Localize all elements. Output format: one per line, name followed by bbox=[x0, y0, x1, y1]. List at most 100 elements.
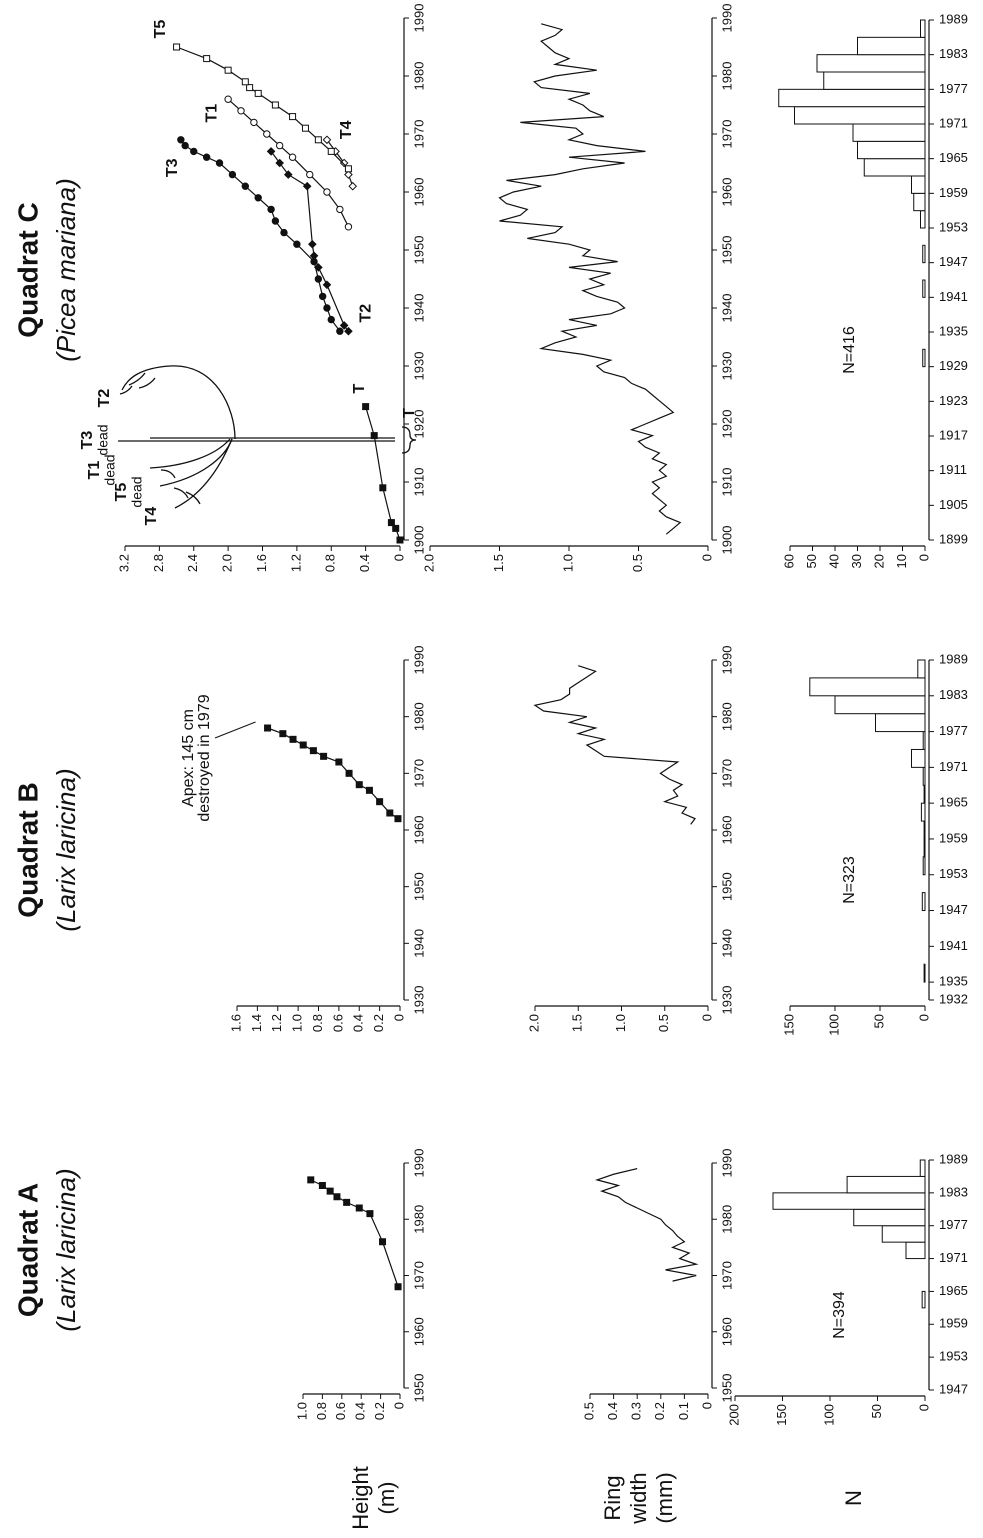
y-tick-label: 40 bbox=[826, 554, 841, 568]
point bbox=[289, 113, 297, 121]
point bbox=[339, 321, 349, 330]
x-tick-label: 1960 bbox=[411, 178, 426, 207]
y-tick-label: 0 bbox=[916, 1404, 931, 1411]
point bbox=[228, 170, 237, 179]
x-tick-label: 1932 bbox=[939, 991, 968, 1006]
point bbox=[320, 752, 328, 760]
y-tick-label: 0.6 bbox=[330, 1014, 345, 1032]
x-tick-label: 1989 bbox=[939, 651, 968, 666]
point bbox=[323, 304, 331, 312]
x-tick-label: 1970 bbox=[411, 1261, 426, 1290]
x-tick-label: 1959 bbox=[939, 185, 968, 200]
x-tick-label: 1959 bbox=[939, 830, 968, 845]
x-tick-label: 1983 bbox=[939, 687, 968, 702]
y-tick-label: 0.8 bbox=[323, 554, 338, 572]
branch bbox=[174, 438, 233, 509]
x-tick-label: 1940 bbox=[411, 929, 426, 958]
y-tick-label: 2.0 bbox=[220, 554, 235, 572]
bar bbox=[794, 106, 926, 125]
x-tick-label: 1940 bbox=[411, 294, 426, 323]
y-tick-label: 100 bbox=[826, 1014, 841, 1036]
bar bbox=[823, 71, 926, 90]
x-tick-label: 1980 bbox=[719, 62, 734, 91]
point bbox=[376, 798, 384, 806]
point bbox=[379, 484, 387, 492]
point bbox=[314, 275, 323, 283]
y-tick-label: 10 bbox=[894, 554, 909, 568]
point bbox=[293, 240, 301, 248]
bar bbox=[772, 1192, 926, 1210]
y-tick-label: 0 bbox=[916, 1014, 931, 1021]
point bbox=[309, 747, 317, 755]
point bbox=[355, 781, 363, 789]
bar bbox=[778, 88, 926, 108]
panel: 0 0.5 1.0 1.5 2.0 1930 1940 1950 1960 1970 1980 199… bbox=[526, 646, 734, 1033]
x-tick-label: 1965 bbox=[939, 795, 968, 810]
point bbox=[362, 403, 370, 411]
y-tick-label: 50 bbox=[869, 1404, 884, 1418]
x-tick-label: 1960 bbox=[719, 816, 734, 845]
twig bbox=[160, 469, 201, 505]
y-tick-label: 50 bbox=[871, 1014, 886, 1028]
bar bbox=[921, 892, 926, 912]
bar bbox=[922, 279, 926, 298]
point bbox=[318, 1182, 326, 1189]
x-tick-label: 1960 bbox=[411, 1317, 426, 1346]
bar bbox=[920, 19, 926, 38]
line bbox=[176, 46, 349, 170]
panel: 0 0.5 1.0 1.5 2.0 1900 1910 1920 1930 1940 1950 196… bbox=[421, 4, 734, 573]
point bbox=[271, 101, 279, 109]
bar bbox=[809, 677, 926, 697]
column-title: Quadrat A bbox=[12, 1183, 43, 1317]
twig bbox=[119, 372, 156, 395]
y-tick-label: 2.0 bbox=[421, 554, 436, 572]
point bbox=[283, 170, 293, 179]
series-label: T1 bbox=[203, 104, 220, 123]
x-tick-label: 1947 bbox=[939, 1381, 968, 1396]
x-tick-label: 1923 bbox=[939, 393, 968, 408]
bar bbox=[922, 348, 926, 368]
bar bbox=[857, 36, 926, 56]
x-tick-label: 1941 bbox=[939, 289, 968, 304]
bar bbox=[922, 731, 926, 750]
x-tick-label: 1971 bbox=[939, 115, 968, 130]
series-label: T5 bbox=[152, 20, 169, 39]
point bbox=[237, 107, 245, 115]
point bbox=[241, 78, 249, 86]
x-tick-label: 1965 bbox=[939, 150, 968, 165]
y-tick-label: 1.5 bbox=[570, 1014, 585, 1032]
x-tick-label: 1953 bbox=[939, 866, 968, 881]
point bbox=[288, 153, 297, 161]
x-tick-label: 1940 bbox=[719, 294, 734, 323]
point bbox=[190, 147, 198, 156]
point bbox=[327, 315, 335, 324]
point bbox=[254, 89, 262, 97]
bar bbox=[923, 820, 926, 840]
y-tick-label: 0.1 bbox=[676, 1402, 691, 1420]
x-tick-label: 1965 bbox=[939, 1283, 968, 1298]
point bbox=[344, 326, 353, 336]
x-tick-label: 1960 bbox=[719, 178, 734, 207]
bar bbox=[853, 1208, 926, 1227]
point bbox=[279, 730, 287, 738]
x-tick-label: 1950 bbox=[411, 1374, 426, 1403]
y-tick-label: 60 bbox=[781, 554, 796, 568]
point bbox=[271, 217, 280, 225]
branch bbox=[121, 365, 236, 440]
point bbox=[275, 141, 284, 150]
point bbox=[263, 130, 271, 138]
x-tick-label: 1950 bbox=[719, 872, 734, 901]
y-tick-label: 1.2 bbox=[288, 554, 303, 572]
x-tick-label: 1940 bbox=[719, 929, 734, 958]
annotation: N=416 bbox=[841, 326, 858, 374]
bar bbox=[917, 659, 926, 679]
point bbox=[280, 228, 288, 237]
point bbox=[267, 205, 275, 214]
point bbox=[386, 809, 394, 817]
y-tick-label: 1.6 bbox=[254, 554, 269, 572]
row-label: width bbox=[626, 1472, 651, 1524]
point bbox=[246, 84, 254, 92]
y-tick-label: 0.8 bbox=[310, 1014, 325, 1032]
point bbox=[299, 741, 307, 749]
branch bbox=[149, 438, 231, 469]
